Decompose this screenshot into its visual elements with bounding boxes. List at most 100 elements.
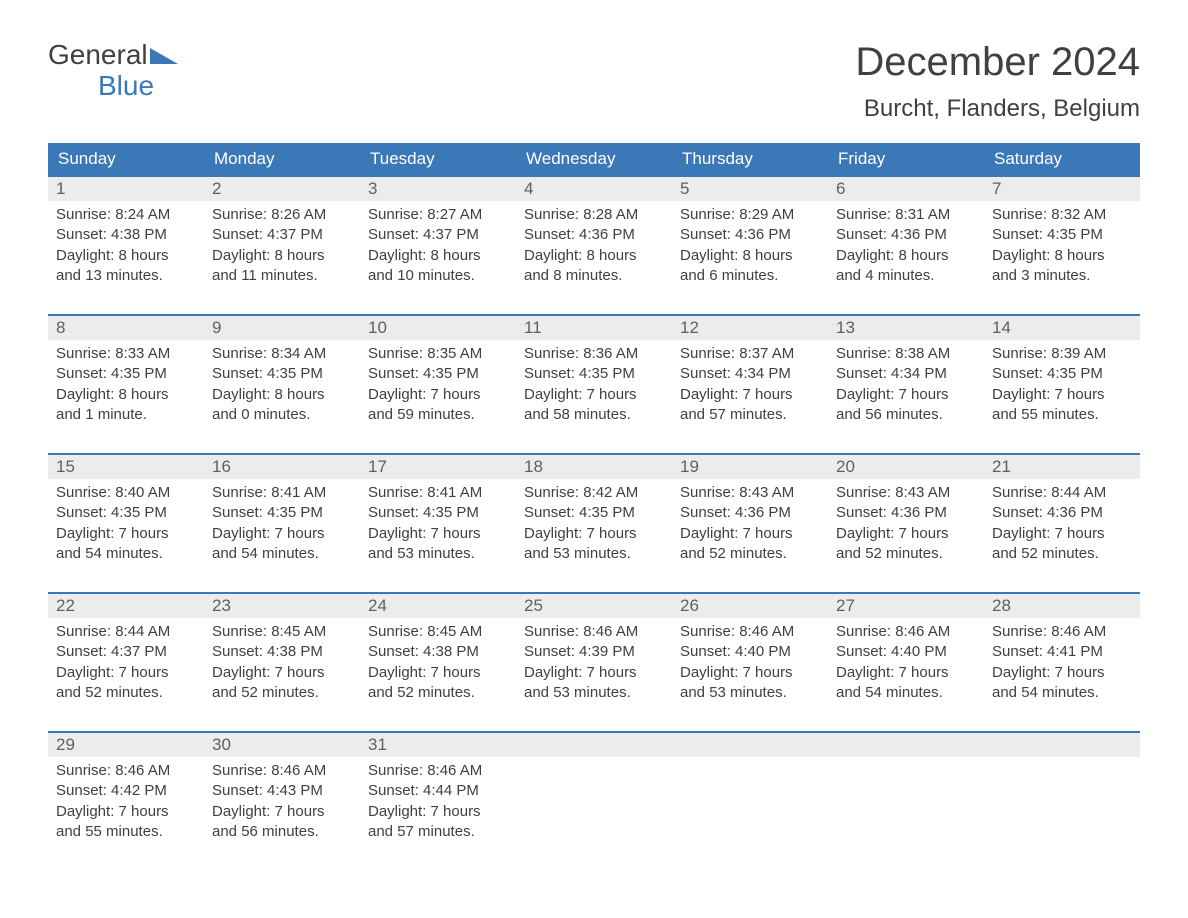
week-row: 22Sunrise: 8:44 AMSunset: 4:37 PMDayligh…: [48, 592, 1140, 711]
day-day1: Daylight: 7 hours: [836, 385, 976, 405]
day-content: Sunrise: 8:36 AMSunset: 4:35 PMDaylight:…: [516, 340, 672, 433]
day-sunrise: Sunrise: 8:43 AM: [680, 483, 820, 503]
day-number: 9: [204, 316, 360, 340]
day-day2: and 56 minutes.: [212, 822, 352, 842]
day-day2: and 57 minutes.: [680, 405, 820, 425]
day-number: 6: [828, 177, 984, 201]
day-cell: 10Sunrise: 8:35 AMSunset: 4:35 PMDayligh…: [360, 316, 516, 433]
day-content: Sunrise: 8:29 AMSunset: 4:36 PMDaylight:…: [672, 201, 828, 294]
day-day1: Daylight: 7 hours: [680, 524, 820, 544]
day-sunrise: Sunrise: 8:45 AM: [212, 622, 352, 642]
day-day2: and 10 minutes.: [368, 266, 508, 286]
day-sunrise: Sunrise: 8:39 AM: [992, 344, 1132, 364]
day-sunrise: Sunrise: 8:37 AM: [680, 344, 820, 364]
header: General Blue December 2024 Burcht, Fland…: [48, 40, 1140, 123]
weekday-header: Tuesday: [360, 143, 516, 175]
day-sunrise: Sunrise: 8:44 AM: [992, 483, 1132, 503]
day-number: 19: [672, 455, 828, 479]
day-sunrise: Sunrise: 8:34 AM: [212, 344, 352, 364]
day-content: Sunrise: 8:46 AMSunset: 4:40 PMDaylight:…: [672, 618, 828, 711]
week-row: 1Sunrise: 8:24 AMSunset: 4:38 PMDaylight…: [48, 175, 1140, 294]
day-cell: 13Sunrise: 8:38 AMSunset: 4:34 PMDayligh…: [828, 316, 984, 433]
logo-text-blue: Blue: [98, 71, 178, 102]
day-day2: and 56 minutes.: [836, 405, 976, 425]
day-sunrise: Sunrise: 8:46 AM: [524, 622, 664, 642]
day-cell: 21Sunrise: 8:44 AMSunset: 4:36 PMDayligh…: [984, 455, 1140, 572]
day-cell: 25Sunrise: 8:46 AMSunset: 4:39 PMDayligh…: [516, 594, 672, 711]
day-cell: [672, 733, 828, 850]
calendar: Sunday Monday Tuesday Wednesday Thursday…: [48, 143, 1140, 850]
day-day2: and 0 minutes.: [212, 405, 352, 425]
day-sunset: Sunset: 4:36 PM: [992, 503, 1132, 523]
week-row: 8Sunrise: 8:33 AMSunset: 4:35 PMDaylight…: [48, 314, 1140, 433]
day-content: Sunrise: 8:46 AMSunset: 4:43 PMDaylight:…: [204, 757, 360, 850]
day-number: [516, 733, 672, 757]
day-day2: and 1 minute.: [56, 405, 196, 425]
day-day2: and 53 minutes.: [524, 544, 664, 564]
logo-triangle-icon: [150, 40, 178, 71]
day-sunrise: Sunrise: 8:41 AM: [212, 483, 352, 503]
day-sunset: Sunset: 4:35 PM: [56, 503, 196, 523]
week-row: 15Sunrise: 8:40 AMSunset: 4:35 PMDayligh…: [48, 453, 1140, 572]
day-cell: 14Sunrise: 8:39 AMSunset: 4:35 PMDayligh…: [984, 316, 1140, 433]
day-day1: Daylight: 7 hours: [56, 663, 196, 683]
day-number: 3: [360, 177, 516, 201]
day-sunset: Sunset: 4:35 PM: [992, 225, 1132, 245]
day-sunset: Sunset: 4:36 PM: [680, 503, 820, 523]
day-day1: Daylight: 7 hours: [212, 663, 352, 683]
day-sunrise: Sunrise: 8:46 AM: [368, 761, 508, 781]
weekday-header: Monday: [204, 143, 360, 175]
day-content: Sunrise: 8:46 AMSunset: 4:40 PMDaylight:…: [828, 618, 984, 711]
day-sunset: Sunset: 4:37 PM: [56, 642, 196, 662]
day-content: Sunrise: 8:41 AMSunset: 4:35 PMDaylight:…: [360, 479, 516, 572]
day-content: Sunrise: 8:39 AMSunset: 4:35 PMDaylight:…: [984, 340, 1140, 433]
day-sunrise: Sunrise: 8:24 AM: [56, 205, 196, 225]
month-title: December 2024: [855, 40, 1140, 85]
day-sunset: Sunset: 4:34 PM: [680, 364, 820, 384]
day-number: 28: [984, 594, 1140, 618]
logo: General Blue: [48, 40, 178, 102]
day-day1: Daylight: 7 hours: [212, 524, 352, 544]
day-day2: and 52 minutes.: [56, 683, 196, 703]
day-cell: 12Sunrise: 8:37 AMSunset: 4:34 PMDayligh…: [672, 316, 828, 433]
day-number: 5: [672, 177, 828, 201]
day-content: Sunrise: 8:31 AMSunset: 4:36 PMDaylight:…: [828, 201, 984, 294]
day-day2: and 54 minutes.: [836, 683, 976, 703]
day-day1: Daylight: 7 hours: [368, 385, 508, 405]
day-number: 10: [360, 316, 516, 340]
day-content: [516, 757, 672, 769]
day-number: 8: [48, 316, 204, 340]
day-sunrise: Sunrise: 8:46 AM: [992, 622, 1132, 642]
day-content: Sunrise: 8:35 AMSunset: 4:35 PMDaylight:…: [360, 340, 516, 433]
day-number: 27: [828, 594, 984, 618]
day-sunrise: Sunrise: 8:46 AM: [836, 622, 976, 642]
day-content: Sunrise: 8:24 AMSunset: 4:38 PMDaylight:…: [48, 201, 204, 294]
day-cell: [516, 733, 672, 850]
day-number: [672, 733, 828, 757]
day-cell: 5Sunrise: 8:29 AMSunset: 4:36 PMDaylight…: [672, 177, 828, 294]
location: Burcht, Flanders, Belgium: [855, 95, 1140, 123]
day-day1: Daylight: 7 hours: [368, 663, 508, 683]
day-day1: Daylight: 8 hours: [56, 246, 196, 266]
day-content: Sunrise: 8:46 AMSunset: 4:41 PMDaylight:…: [984, 618, 1140, 711]
day-sunrise: Sunrise: 8:29 AM: [680, 205, 820, 225]
day-sunrise: Sunrise: 8:32 AM: [992, 205, 1132, 225]
day-content: Sunrise: 8:46 AMSunset: 4:39 PMDaylight:…: [516, 618, 672, 711]
day-content: Sunrise: 8:40 AMSunset: 4:35 PMDaylight:…: [48, 479, 204, 572]
day-sunset: Sunset: 4:35 PM: [524, 503, 664, 523]
day-sunrise: Sunrise: 8:46 AM: [56, 761, 196, 781]
day-number: [828, 733, 984, 757]
day-sunrise: Sunrise: 8:41 AM: [368, 483, 508, 503]
day-sunrise: Sunrise: 8:46 AM: [680, 622, 820, 642]
day-sunrise: Sunrise: 8:38 AM: [836, 344, 976, 364]
day-cell: 31Sunrise: 8:46 AMSunset: 4:44 PMDayligh…: [360, 733, 516, 850]
day-cell: 6Sunrise: 8:31 AMSunset: 4:36 PMDaylight…: [828, 177, 984, 294]
day-sunrise: Sunrise: 8:27 AM: [368, 205, 508, 225]
day-day1: Daylight: 8 hours: [56, 385, 196, 405]
day-content: Sunrise: 8:45 AMSunset: 4:38 PMDaylight:…: [360, 618, 516, 711]
day-number: 15: [48, 455, 204, 479]
day-content: Sunrise: 8:26 AMSunset: 4:37 PMDaylight:…: [204, 201, 360, 294]
day-content: Sunrise: 8:27 AMSunset: 4:37 PMDaylight:…: [360, 201, 516, 294]
day-content: Sunrise: 8:28 AMSunset: 4:36 PMDaylight:…: [516, 201, 672, 294]
day-cell: 20Sunrise: 8:43 AMSunset: 4:36 PMDayligh…: [828, 455, 984, 572]
